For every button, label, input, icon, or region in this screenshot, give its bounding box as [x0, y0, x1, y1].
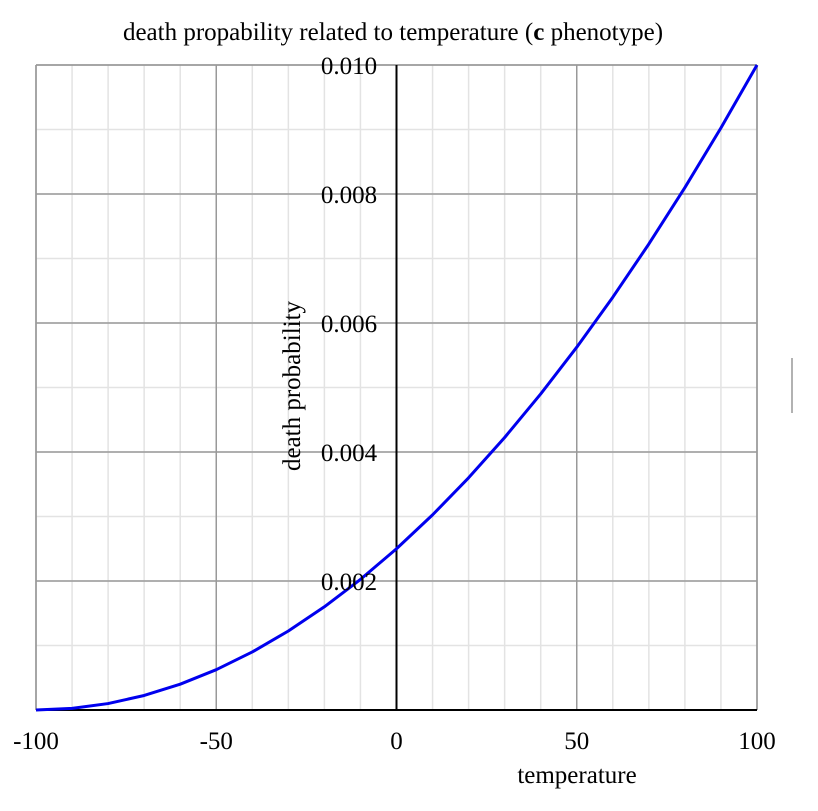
- x-axis-label: temperature: [517, 762, 636, 789]
- y-tick-label: 0.002: [321, 569, 377, 596]
- y-tick-label: 0.010: [321, 53, 377, 80]
- chart-title-part: phenotype): [544, 19, 663, 46]
- x-tick-label: 50: [564, 728, 589, 755]
- x-tick-label: 0: [390, 728, 403, 755]
- chart-title-bold-part: c: [533, 19, 544, 46]
- y-axis-label: death probability: [279, 300, 306, 471]
- axes: [36, 65, 757, 711]
- y-tick-label: 0.004: [321, 440, 378, 467]
- chart-title-part: death propability related to temperature…: [123, 19, 533, 46]
- series-line: [35, 64, 759, 712]
- series-layer: [35, 64, 759, 712]
- y-tick-label: 0.008: [321, 182, 377, 209]
- x-tick-label: -100: [13, 728, 59, 755]
- y-tick-label: 0.006: [321, 311, 377, 338]
- x-tick-label: -50: [200, 728, 233, 755]
- tick-labels: -100 -50 0 50 100 0.002 0.004 0.006 0.008 0.010: [13, 53, 776, 755]
- x-tick-label: 100: [738, 728, 776, 755]
- chart-title: death propability related to temperature…: [123, 19, 663, 46]
